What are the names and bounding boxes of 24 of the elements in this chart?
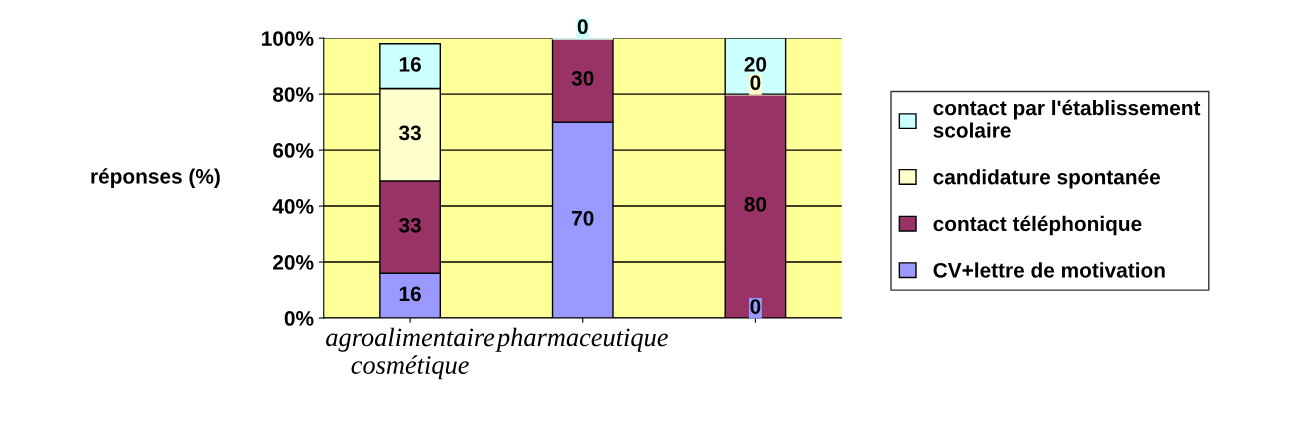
data-label: 0	[750, 299, 761, 314]
data-label: 0	[577, 19, 588, 35]
y-tick-label: 40%	[272, 199, 314, 214]
data-label: 80	[744, 196, 767, 212]
legend-label: contact par l'établissement scolaire	[933, 99, 1201, 138]
data-label: 33	[398, 217, 421, 233]
data-label: 30	[571, 70, 594, 86]
y-tick-label: 60%	[273, 143, 314, 158]
legend-label: contact téléphonique	[933, 215, 1142, 236]
x-tick-label: pharmaceutique	[495, 327, 668, 352]
data-label: 70	[572, 210, 594, 226]
legend-label: candidature spontanée	[933, 168, 1161, 189]
data-label: 33	[398, 125, 421, 141]
data-label: 16	[399, 286, 421, 302]
y-axis-title: réponses (%)	[91, 168, 220, 188]
legend-label: CV+lettre de motivation	[933, 262, 1165, 278]
y-tick-label: 0%	[284, 311, 314, 326]
y-tick-label: 80%	[272, 87, 314, 102]
data-label: 0	[750, 75, 761, 91]
data-label: 16	[399, 56, 421, 72]
y-tick-label: 100%	[262, 31, 314, 46]
x-tick-label: agroalimentaire cosmétique	[326, 327, 495, 380]
y-tick-label: 20%	[273, 255, 314, 270]
data-label: 20	[744, 56, 767, 72]
